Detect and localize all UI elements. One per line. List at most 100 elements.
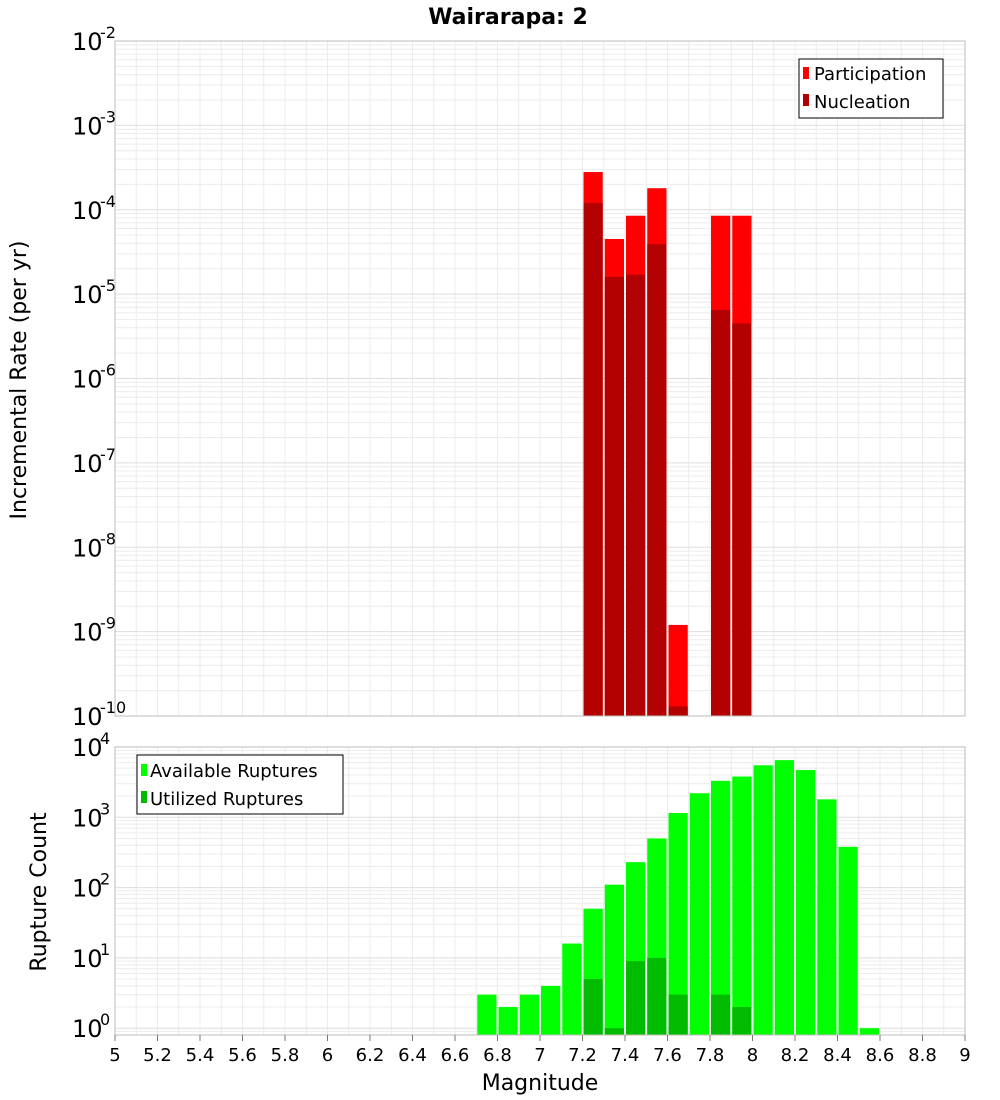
x-tick-label: 5.2	[143, 1045, 172, 1066]
bottom-bar-available-ruptures	[498, 1007, 518, 1035]
bottom-bar-utilized-ruptures	[711, 994, 731, 1035]
top-y-tick-exponent: -2	[100, 23, 116, 42]
bottom-bar-available-ruptures	[859, 1028, 879, 1035]
top-y-tick-label: 10	[72, 703, 103, 731]
top-y-tick-label: 10	[72, 534, 103, 562]
top-y-tick-exponent: -8	[100, 529, 116, 548]
x-tick-label: 8.4	[823, 1045, 852, 1066]
top-y-tick-label: 10	[72, 112, 103, 140]
legend-swatch-nucleation	[803, 94, 809, 106]
x-tick-label: 6.6	[441, 1045, 470, 1066]
x-tick-label: 6	[322, 1045, 333, 1066]
x-tick-label: 6.4	[398, 1045, 427, 1066]
legend-label-utilized-ruptures: Utilized Ruptures	[150, 789, 303, 810]
x-tick-label: 7.8	[696, 1045, 725, 1066]
top-y-tick-label: 10	[72, 197, 103, 225]
top-plot-y-ticks: 10-210-310-410-510-610-710-810-910-10	[72, 23, 126, 731]
bottom-y-axis-label: Rupture Count	[27, 812, 52, 972]
bottom-y-tick-exponent: 4	[100, 729, 110, 748]
top-plot-bars	[583, 172, 752, 717]
bottom-legend: Available Ruptures Utilized Ruptures	[136, 754, 344, 815]
legend-label-nucleation: Nucleation	[814, 92, 910, 113]
top-bar-nucleation	[583, 203, 603, 716]
bottom-legend-box	[136, 754, 344, 815]
top-plot-gridlines	[114, 40, 966, 717]
bottom-y-tick-label: 10	[72, 804, 103, 832]
x-tick-label: 8.8	[908, 1045, 937, 1066]
legend-swatch-participation	[803, 67, 809, 79]
legend-swatch-available-ruptures	[141, 764, 147, 776]
bottom-bar-available-ruptures	[796, 770, 816, 1035]
top-y-tick-exponent: -3	[100, 107, 116, 126]
bottom-bar-available-ruptures	[817, 799, 837, 1035]
bottom-bar-available-ruptures	[838, 846, 858, 1035]
top-y-tick-exponent: -4	[100, 192, 116, 211]
bottom-bar-available-ruptures	[477, 994, 497, 1035]
x-tick-label: 5.4	[186, 1045, 215, 1066]
x-tick-label: 5.8	[271, 1045, 300, 1066]
top-y-tick-label: 10	[72, 366, 103, 394]
x-tick-label: 6.2	[356, 1045, 385, 1066]
top-y-axis-label: Incremental Rate (per yr)	[7, 241, 32, 520]
top-bar-nucleation	[732, 323, 752, 716]
top-y-tick-exponent: -10	[100, 698, 126, 717]
top-y-tick-exponent: -5	[100, 276, 116, 295]
top-plot-frame	[114, 40, 966, 717]
bottom-y-tick-exponent: 3	[100, 799, 110, 818]
bottom-bar-available-ruptures	[519, 994, 539, 1035]
top-legend: Participation Nucleation	[798, 58, 944, 119]
bottom-plot-bars	[477, 760, 879, 1035]
x-tick-label: 6.8	[483, 1045, 512, 1066]
bottom-y-tick-exponent: 2	[100, 870, 110, 889]
bottom-y-tick-exponent: 0	[100, 1010, 110, 1029]
top-y-tick-label: 10	[72, 28, 103, 56]
bottom-y-tick-label: 10	[72, 1015, 103, 1043]
top-y-tick-exponent: -9	[100, 614, 116, 633]
x-tick-label: 8	[747, 1045, 758, 1066]
bottom-bar-utilized-ruptures	[732, 1007, 752, 1035]
x-tick-label: 5	[109, 1045, 120, 1066]
bottom-bar-available-ruptures	[711, 780, 731, 1035]
bottom-bar-available-ruptures	[668, 813, 688, 1035]
bottom-bar-utilized-ruptures	[604, 1028, 624, 1035]
legend-label-available-ruptures: Available Ruptures	[150, 761, 318, 782]
top-y-tick-label: 10	[72, 619, 103, 647]
bottom-y-tick-label: 10	[72, 875, 103, 903]
bottom-bar-utilized-ruptures	[647, 957, 667, 1035]
top-y-tick-exponent: -7	[100, 445, 116, 464]
bottom-bar-available-ruptures	[689, 793, 709, 1035]
top-y-tick-label: 10	[72, 450, 103, 478]
bottom-bar-utilized-ruptures	[626, 961, 646, 1035]
top-bar-nucleation	[711, 309, 731, 716]
bottom-y-tick-label: 10	[72, 734, 103, 762]
bottom-bar-available-ruptures	[774, 760, 794, 1035]
top-y-tick-label: 10	[72, 281, 103, 309]
x-tick-label: 7	[534, 1045, 545, 1066]
bottom-y-tick-exponent: 1	[100, 940, 110, 959]
x-axis-ticks: 5 5.2 5.4 5.6 5.8 6 6.2 6.4 6.6 6.8 7 7.2 7.4 7.6 7.8 8…	[109, 1035, 971, 1066]
bottom-bar-available-ruptures	[753, 765, 773, 1035]
x-tick-label: 5.6	[228, 1045, 257, 1066]
x-axis-label: Magnitude	[482, 1071, 599, 1096]
x-tick-label: 7.6	[653, 1045, 682, 1066]
bottom-y-tick-label: 10	[72, 945, 103, 973]
legend-swatch-utilized-ruptures	[141, 791, 147, 803]
x-tick-label: 8.6	[866, 1045, 895, 1066]
bottom-bar-available-ruptures	[541, 985, 561, 1035]
top-bar-nucleation	[626, 274, 646, 716]
top-bar-nucleation	[647, 244, 667, 717]
bottom-bar-available-ruptures	[732, 776, 752, 1035]
bottom-bar-available-ruptures	[562, 943, 582, 1035]
bottom-bar-available-ruptures	[604, 884, 624, 1035]
x-tick-label: 9	[959, 1045, 970, 1066]
chart-title: Wairarapa: 2	[428, 5, 588, 30]
top-bar-nucleation	[604, 276, 624, 716]
top-y-tick-exponent: -6	[100, 361, 116, 380]
top-bar-participation	[668, 624, 688, 716]
top-legend-box	[798, 58, 944, 119]
x-tick-label: 7.4	[611, 1045, 640, 1066]
bottom-bar-utilized-ruptures	[668, 994, 688, 1035]
